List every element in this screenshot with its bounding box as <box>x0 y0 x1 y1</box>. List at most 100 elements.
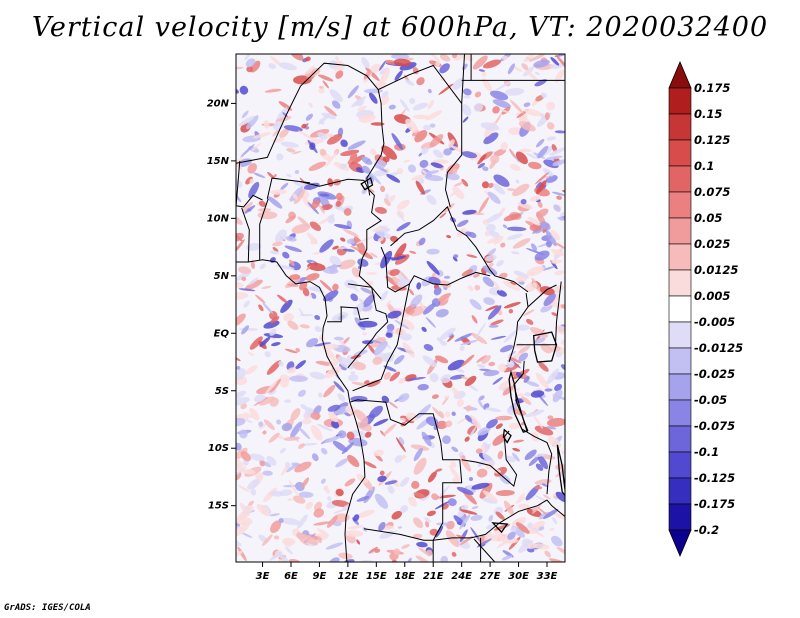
field-cell <box>470 514 483 521</box>
field-cell <box>393 355 405 365</box>
x-tick-label-2: 9E <box>313 571 327 582</box>
field-cell <box>262 430 267 435</box>
field-cell <box>440 374 452 384</box>
field-cell <box>351 381 369 387</box>
field-cell <box>437 292 452 302</box>
border-line-16 <box>433 499 548 541</box>
field-cell <box>292 193 298 200</box>
field-cell <box>247 505 254 512</box>
field-cell <box>276 419 282 425</box>
field-cell <box>309 221 322 231</box>
field-cell <box>253 394 266 403</box>
y-tick-label-1: 15N <box>207 156 230 167</box>
field-cell <box>546 426 557 430</box>
field-cell <box>358 113 376 123</box>
field-cell <box>495 511 505 520</box>
field-cell <box>544 388 553 392</box>
lake-outline-1 <box>508 370 528 433</box>
field-cell <box>488 324 499 328</box>
field-cell <box>357 105 367 112</box>
field-cell <box>340 237 346 242</box>
x-tick-label-9: 30E <box>508 571 529 582</box>
field-cell <box>523 54 534 63</box>
field-cell <box>552 517 558 525</box>
field-cell <box>518 148 532 153</box>
field-cell <box>484 231 490 237</box>
field-cell <box>439 212 447 219</box>
field-cell <box>333 336 344 341</box>
field-cell <box>551 535 563 547</box>
field-cell <box>445 530 460 548</box>
border-line-6 <box>461 54 465 104</box>
field-cell <box>481 71 487 77</box>
field-cell <box>299 324 310 329</box>
field-cell <box>550 249 565 256</box>
field-cell <box>385 193 390 200</box>
field-cell <box>534 479 552 485</box>
field-cell <box>391 133 403 150</box>
field-cell <box>249 178 254 184</box>
field-cell <box>286 147 296 153</box>
field-cell <box>236 215 243 225</box>
field-cell <box>283 539 292 548</box>
field-cell <box>261 534 273 547</box>
colorbar-label-3: 0.1 <box>694 159 714 173</box>
colorbar-swatch-11 <box>668 347 692 375</box>
field-cell <box>549 62 565 69</box>
field-cell <box>550 229 560 241</box>
field-cell <box>467 285 474 292</box>
field-cell <box>502 224 508 229</box>
field-cell <box>443 203 455 213</box>
field-cell <box>412 533 423 539</box>
field-cell <box>405 412 419 422</box>
field-cell <box>430 162 444 169</box>
field-cell <box>478 69 486 72</box>
field-cell <box>311 199 320 209</box>
field-cell <box>393 58 412 67</box>
field-cell <box>313 508 325 518</box>
border-line-10 <box>380 246 491 293</box>
field-cell <box>553 204 561 212</box>
field-cell <box>413 457 427 475</box>
field-cell <box>338 259 356 270</box>
border-line-13 <box>327 306 342 323</box>
field-cell <box>296 514 308 529</box>
map-frame <box>235 53 566 563</box>
field-cell <box>322 290 339 302</box>
field-cell <box>249 336 263 350</box>
field-cell <box>259 263 266 270</box>
field-cell <box>498 272 508 279</box>
field-cell <box>523 376 530 383</box>
field-cell <box>487 191 501 204</box>
field-cell <box>447 335 455 342</box>
field-cell <box>492 183 506 195</box>
field-cell <box>548 345 565 354</box>
field-cell <box>554 130 565 134</box>
field-cell <box>439 63 450 74</box>
field-cell <box>473 273 480 278</box>
field-cell <box>236 456 244 468</box>
field-cell <box>561 339 565 346</box>
field-cell <box>385 332 393 338</box>
field-cell <box>521 396 532 405</box>
field-cell <box>500 344 514 353</box>
field-cell <box>534 71 540 76</box>
field-cell <box>313 521 332 526</box>
field-cell <box>423 344 434 351</box>
field-cell <box>316 528 330 537</box>
field-cell <box>454 333 473 342</box>
field-cell <box>525 409 545 418</box>
field-cell <box>387 485 395 494</box>
field-cell <box>318 74 334 82</box>
colorbar-swatch-7 <box>668 243 692 271</box>
field-cell <box>496 259 504 267</box>
field-cell <box>356 509 375 519</box>
field-cell <box>405 118 418 133</box>
field-cell <box>529 195 541 202</box>
field-cell <box>498 363 507 373</box>
colorbar-top-triangle <box>668 60 692 89</box>
field-cell <box>518 503 530 510</box>
field-cell <box>471 315 478 324</box>
border-line-23 <box>516 281 562 346</box>
field-cell <box>411 174 427 181</box>
